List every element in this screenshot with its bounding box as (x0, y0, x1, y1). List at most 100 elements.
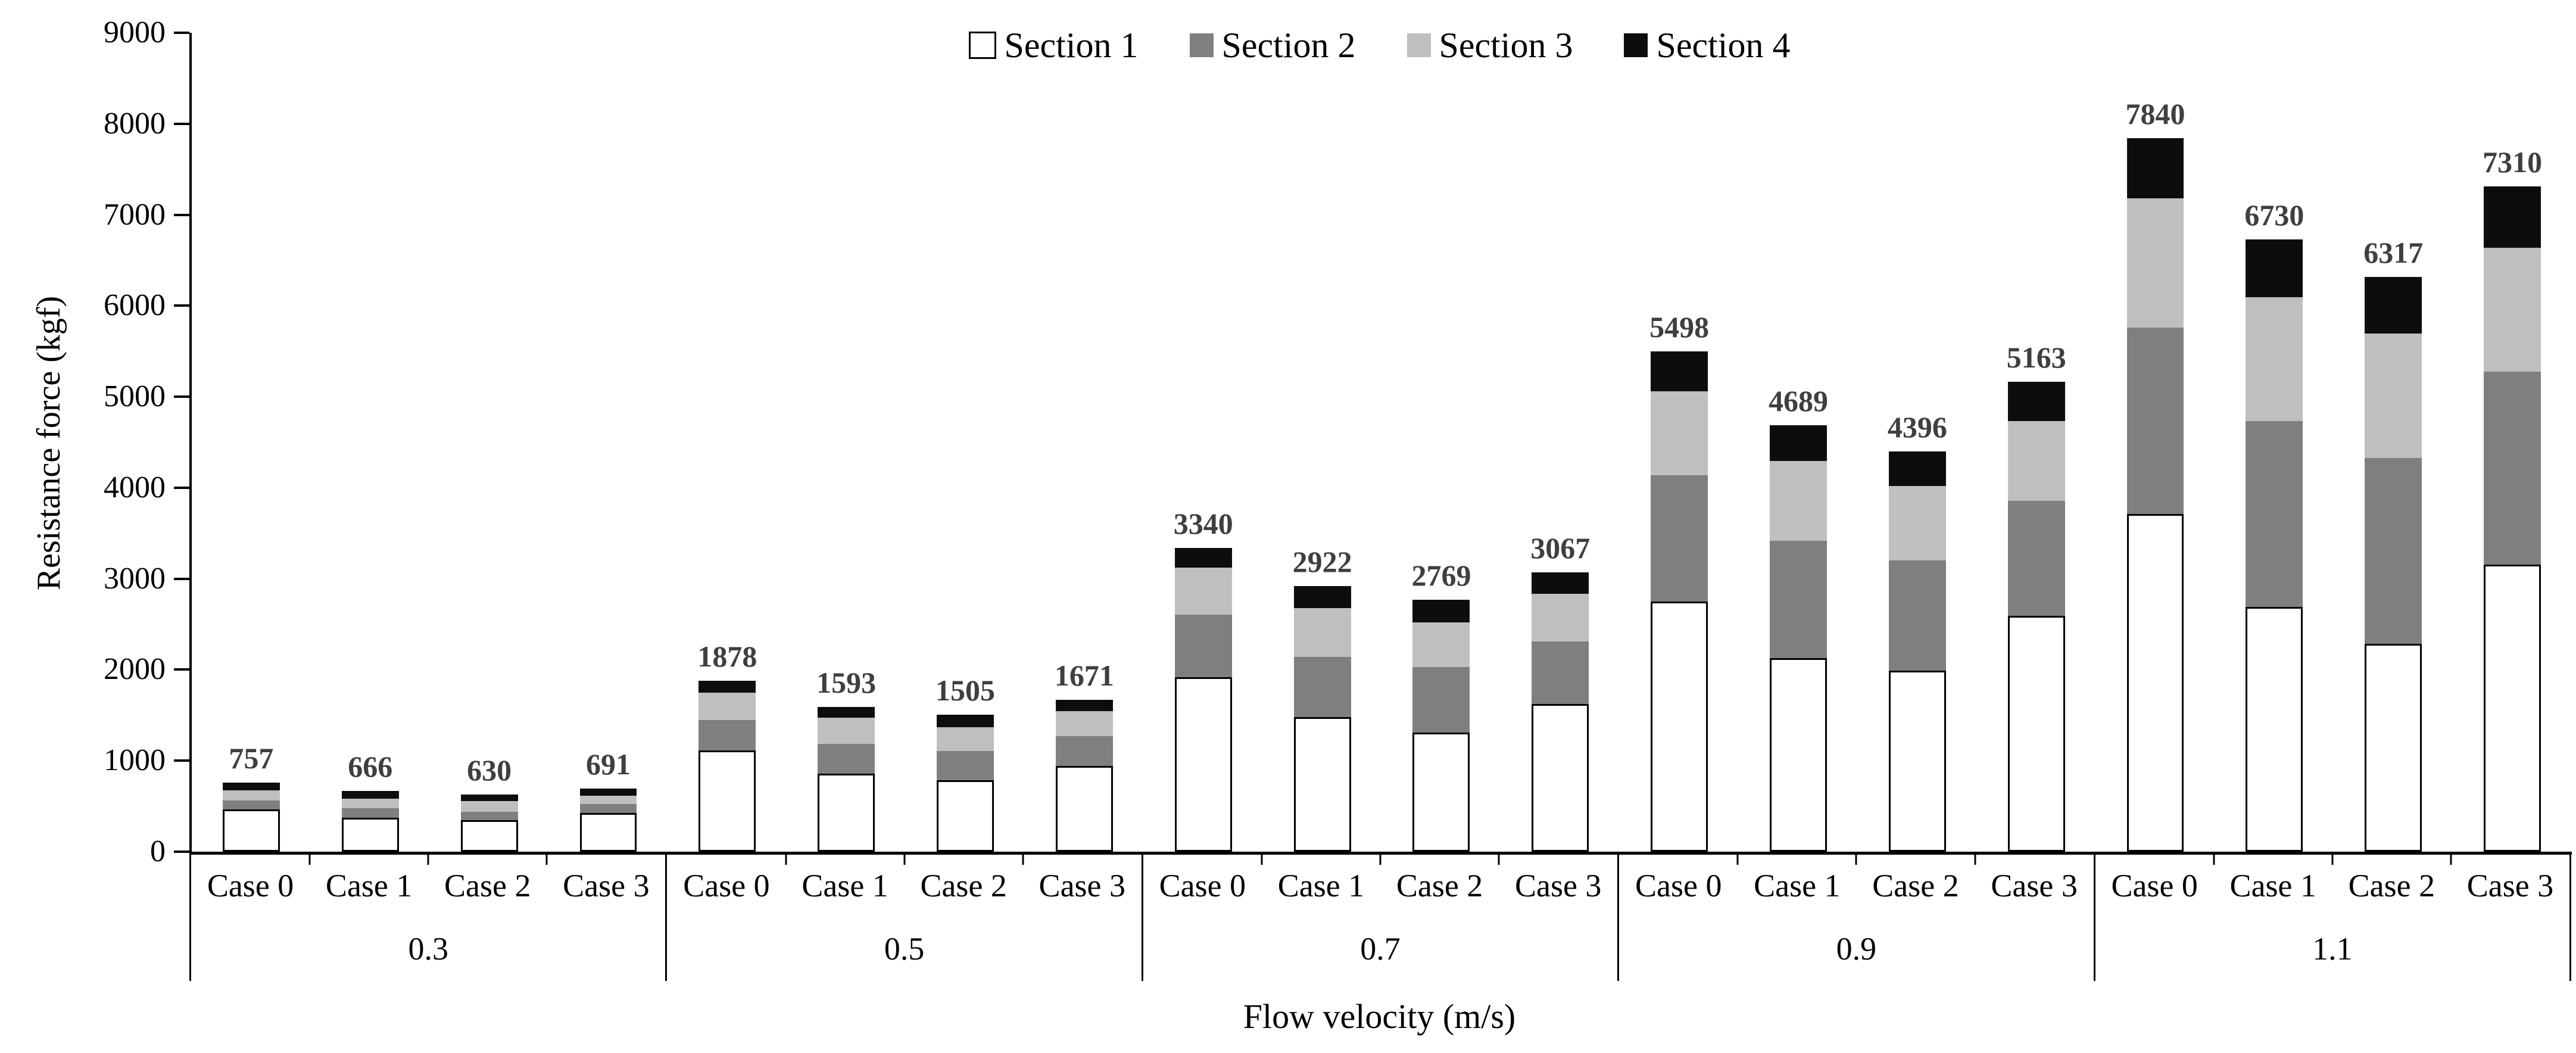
legend-swatch-section-1-icon (968, 32, 996, 59)
case-tick (1855, 855, 1857, 865)
case-label: Case 0 (207, 868, 294, 904)
case-label: Case 1 (802, 868, 888, 904)
bar-segment-section-3 (1174, 567, 1232, 615)
bar: 6317 (2363, 238, 2423, 852)
bar-slot: 691 (549, 33, 668, 852)
bar-total-label: 5163 (2006, 341, 2066, 375)
case-label: Case 1 (1277, 868, 1365, 904)
bar-segment-section-2 (1770, 541, 1827, 658)
bar-segment-section-2 (341, 808, 399, 818)
y-tick-label: 0 (150, 834, 166, 868)
y-tick (174, 577, 189, 580)
bar-segment-section-2 (2246, 421, 2303, 608)
bar-segment-section-2 (937, 751, 994, 781)
velocity-label: 0.5 (884, 931, 925, 967)
bar-segment-section-3 (579, 796, 637, 804)
case-tick (545, 855, 548, 865)
bar-slot: 3340 (1144, 33, 1263, 852)
y-tick-label: 9000 (104, 15, 166, 49)
case-label: Case 0 (1635, 868, 1722, 904)
bar-segment-section-2 (579, 803, 637, 814)
bar-segment-section-1 (1770, 658, 1827, 852)
bar-total-label: 7310 (2483, 145, 2543, 179)
bar-total-label: 4689 (1768, 384, 1828, 418)
y-tick-label: 1000 (104, 743, 166, 778)
bar-segment-section-2 (2484, 372, 2541, 565)
case-tick (1022, 855, 1024, 865)
bar-segment-section-3 (341, 798, 399, 809)
case-tick (2331, 855, 2334, 865)
bar-total-label: 3340 (1173, 506, 1233, 540)
bar-slot: 666 (311, 33, 430, 852)
bar-segment-section-2 (818, 744, 875, 774)
case-label: Case 3 (563, 868, 650, 904)
bar-segment-section-3 (818, 718, 875, 744)
case-label: Case 3 (1038, 868, 1126, 904)
bar: 757 (222, 743, 280, 852)
x-axis-title: Flow velocity (m/s) (1243, 997, 1516, 1036)
legend: Section 1 Section 2 Section 3 Section 4 (189, 21, 2569, 69)
velocity-label: 0.9 (1836, 931, 1877, 967)
bar: 4396 (1888, 412, 1947, 852)
bar-segment-section-4 (222, 783, 280, 790)
case-tick (427, 855, 429, 865)
bar-segment-section-1 (2007, 616, 2065, 852)
bar-segment-section-1 (2484, 565, 2541, 852)
category-group: Case 0 Case 1 Case 2 Case 3 0.3 (191, 855, 668, 981)
bar-segment-section-3 (2365, 334, 2422, 458)
case-tick (1379, 855, 1381, 865)
bar-group: 5498 4689 4396 5163 (1620, 33, 2095, 852)
case-label-row: Case 0 Case 1 Case 2 Case 3 (667, 855, 1141, 917)
bar-segment-section-1 (937, 780, 994, 852)
case-tick (2450, 855, 2452, 865)
bar-slot: 2922 (1263, 33, 1382, 852)
bar-segment-section-4 (341, 791, 399, 799)
bar-segment-section-4 (2365, 276, 2422, 334)
case-label: Case 0 (1159, 868, 1246, 904)
case-tick (903, 855, 906, 865)
legend-label: Section 4 (1656, 26, 1791, 65)
bar-segment-section-4 (1532, 572, 1589, 594)
legend-item: Section 4 (1624, 27, 1790, 63)
case-label-row: Case 0 Case 1 Case 2 Case 3 (2095, 855, 2569, 917)
case-label: Case 2 (2348, 868, 2435, 904)
bar-slot: 1505 (906, 33, 1025, 852)
bar: 691 (579, 749, 637, 852)
bar-segment-section-1 (460, 820, 518, 852)
bar-segment-section-2 (698, 719, 756, 751)
bar-total-label: 691 (585, 747, 631, 781)
velocity-label: 0.3 (408, 931, 448, 967)
bar-segment-section-2 (1412, 666, 1470, 733)
bar-segment-section-1 (579, 813, 637, 852)
y-tick (174, 122, 189, 125)
legend-item: Section 1 (968, 27, 1139, 63)
bar-segment-section-1 (2246, 607, 2303, 852)
bar-segment-section-2 (2365, 457, 2422, 644)
bar-segment-section-2 (1532, 641, 1589, 704)
y-tick (174, 486, 189, 489)
bar-segment-section-2 (1651, 475, 1708, 602)
case-tick (1261, 855, 1263, 865)
legend-swatch-section-4-icon (1624, 33, 1648, 57)
bar-slot: 1878 (668, 33, 787, 852)
bar-segment-section-4 (1293, 585, 1351, 608)
bar-segment-section-3 (1055, 711, 1113, 736)
bar-slot: 2769 (1382, 33, 1501, 852)
bar-group: 1878 1593 1505 1671 (668, 33, 1143, 852)
bar-segment-section-1 (1055, 765, 1113, 852)
bar-slot: 7840 (2096, 33, 2215, 852)
bar-total-label: 757 (229, 742, 274, 775)
bar-segment-section-1 (1293, 716, 1351, 852)
category-group: Case 0 Case 1 Case 2 Case 3 0.9 (1619, 855, 2095, 981)
y-axis-title: Resistance force (kgf) (30, 295, 67, 591)
category-group: Case 0 Case 1 Case 2 Case 3 0.7 (1143, 855, 1620, 981)
bar-segment-section-2 (1174, 615, 1232, 677)
bar-segment-section-3 (1651, 391, 1708, 475)
case-label-row: Case 0 Case 1 Case 2 Case 3 (1143, 855, 1617, 917)
case-tick (308, 855, 311, 865)
case-tick (2213, 855, 2215, 865)
legend-label: Section 2 (1221, 26, 1356, 65)
legend-swatch-section-3-icon (1406, 33, 1431, 57)
bar-slot: 1671 (1025, 33, 1144, 852)
